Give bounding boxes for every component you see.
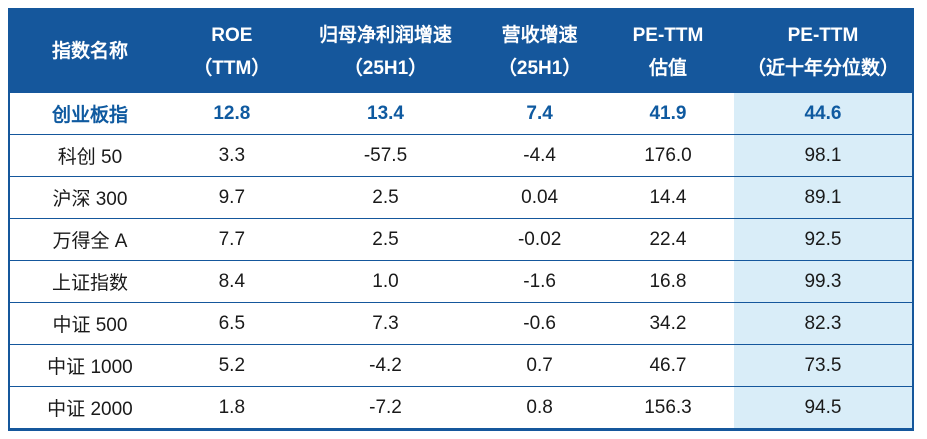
- revenue-growth-cell: 0.8: [477, 386, 602, 430]
- table-header: 指数名称 ROE （TTM） 归母净利润增速 （25H1） 营收增速 （25H1…: [9, 9, 913, 93]
- table-row-star50: 科创 50 3.3 -57.5 -4.4 176.0 98.1: [9, 134, 913, 177]
- col-header-pe-line2: 估值: [648, 57, 687, 79]
- revenue-growth-cell: 7.4: [477, 93, 602, 135]
- pe-valuation-cell: 34.2: [602, 302, 734, 345]
- pe-valuation-cell: 14.4: [602, 176, 734, 219]
- col-header-revenue-line1: 营收增速: [501, 24, 578, 46]
- pe-percentile-cell: 94.5: [733, 386, 913, 430]
- profit-growth-cell: 7.3: [293, 302, 478, 345]
- col-header-revenue-line2: （25H1）: [497, 57, 582, 79]
- index-valuation-table: 指数名称 ROE （TTM） 归母净利润增速 （25H1） 营收增速 （25H1…: [8, 8, 914, 431]
- roe-cell: 3.3: [169, 134, 294, 177]
- profit-growth-cell: 2.5: [293, 218, 478, 261]
- col-header-profit-growth: 归母净利润增速 （25H1）: [293, 9, 478, 93]
- index-name-cell: 中证 1000: [9, 344, 170, 387]
- table-row-wind-all-a: 万得全 A 7.7 2.5 -0.02 22.4 92.5: [9, 218, 913, 261]
- pe-percentile-cell: 82.3: [733, 302, 913, 345]
- pe-percentile-cell: 89.1: [733, 176, 913, 219]
- table-row-csi300: 沪深 300 9.7 2.5 0.04 14.4 89.1: [9, 176, 913, 219]
- roe-cell: 6.5: [169, 302, 294, 345]
- revenue-growth-cell: 0.04: [477, 176, 602, 219]
- pe-valuation-cell: 46.7: [602, 344, 734, 387]
- revenue-growth-cell: -4.4: [477, 134, 602, 177]
- pe-percentile-cell: 73.5: [733, 344, 913, 387]
- col-header-index-name-label: 指数名称: [51, 41, 128, 62]
- pe-valuation-cell: 156.3: [602, 386, 734, 430]
- table-row-csi500: 中证 500 6.5 7.3 -0.6 34.2 82.3: [9, 302, 913, 345]
- roe-cell: 8.4: [169, 260, 294, 303]
- col-header-profit-line1: 归母净利润增速: [318, 24, 452, 46]
- col-header-roe-line2: （TTM）: [193, 57, 271, 79]
- col-header-pe-ttm-valuation: PE-TTM 估值: [602, 9, 734, 93]
- table-body: 创业板指 12.8 13.4 7.4 41.9 44.6 科创 50 3.3 -…: [9, 93, 913, 430]
- index-name-cell: 创业板指: [9, 93, 170, 135]
- roe-cell: 1.8: [169, 386, 294, 430]
- roe-cell: 5.2: [169, 344, 294, 387]
- col-header-index-name: 指数名称: [9, 9, 170, 93]
- profit-growth-cell: 2.5: [293, 176, 478, 219]
- revenue-growth-cell: -0.02: [477, 218, 602, 261]
- profit-growth-cell: 13.4: [293, 93, 478, 135]
- table-row-csi2000: 中证 2000 1.8 -7.2 0.8 156.3 94.5: [9, 386, 913, 430]
- profit-growth-cell: 1.0: [293, 260, 478, 303]
- revenue-growth-cell: -1.6: [477, 260, 602, 303]
- index-name-cell: 中证 500: [9, 302, 170, 345]
- pe-valuation-cell: 176.0: [602, 134, 734, 177]
- col-header-roe-ttm: ROE （TTM）: [169, 9, 294, 93]
- pe-valuation-cell: 41.9: [602, 93, 734, 135]
- index-name-cell: 上证指数: [9, 260, 170, 303]
- pe-percentile-cell: 99.3: [733, 260, 913, 303]
- table-row-sse-composite: 上证指数 8.4 1.0 -1.6 16.8 99.3: [9, 260, 913, 303]
- col-header-percentile-line1: PE-TTM: [787, 24, 859, 46]
- table-row-csi1000: 中证 1000 5.2 -4.2 0.7 46.7 73.5: [9, 344, 913, 387]
- profit-growth-cell: -4.2: [293, 344, 478, 387]
- col-header-profit-line2: （25H1）: [343, 57, 428, 79]
- index-name-cell: 沪深 300: [9, 176, 170, 219]
- col-header-pe-line1: PE-TTM: [632, 24, 704, 46]
- col-header-percentile-line2: （近十年分位数）: [746, 57, 899, 79]
- pe-percentile-cell: 98.1: [733, 134, 913, 177]
- profit-growth-cell: -7.2: [293, 386, 478, 430]
- col-header-pe-percentile: PE-TTM （近十年分位数）: [733, 9, 913, 93]
- pe-valuation-cell: 16.8: [602, 260, 734, 303]
- pe-percentile-cell: 44.6: [733, 93, 913, 135]
- roe-cell: 12.8: [169, 93, 294, 135]
- revenue-growth-cell: -0.6: [477, 302, 602, 345]
- index-name-cell: 万得全 A: [9, 218, 170, 261]
- roe-cell: 7.7: [169, 218, 294, 261]
- roe-cell: 9.7: [169, 176, 294, 219]
- table-row-chinext: 创业板指 12.8 13.4 7.4 41.9 44.6: [9, 93, 913, 135]
- index-name-cell: 科创 50: [9, 134, 170, 177]
- pe-valuation-cell: 22.4: [602, 218, 734, 261]
- profit-growth-cell: -57.5: [293, 134, 478, 177]
- header-row: 指数名称 ROE （TTM） 归母净利润增速 （25H1） 营收增速 （25H1…: [9, 9, 913, 93]
- index-valuation-table-wrap: 指数名称 ROE （TTM） 归母净利润增速 （25H1） 营收增速 （25H1…: [8, 8, 914, 431]
- col-header-revenue-growth: 营收增速 （25H1）: [477, 9, 602, 93]
- revenue-growth-cell: 0.7: [477, 344, 602, 387]
- pe-percentile-cell: 92.5: [733, 218, 913, 261]
- index-name-cell: 中证 2000: [9, 386, 170, 430]
- col-header-roe-line1: ROE: [211, 24, 253, 46]
